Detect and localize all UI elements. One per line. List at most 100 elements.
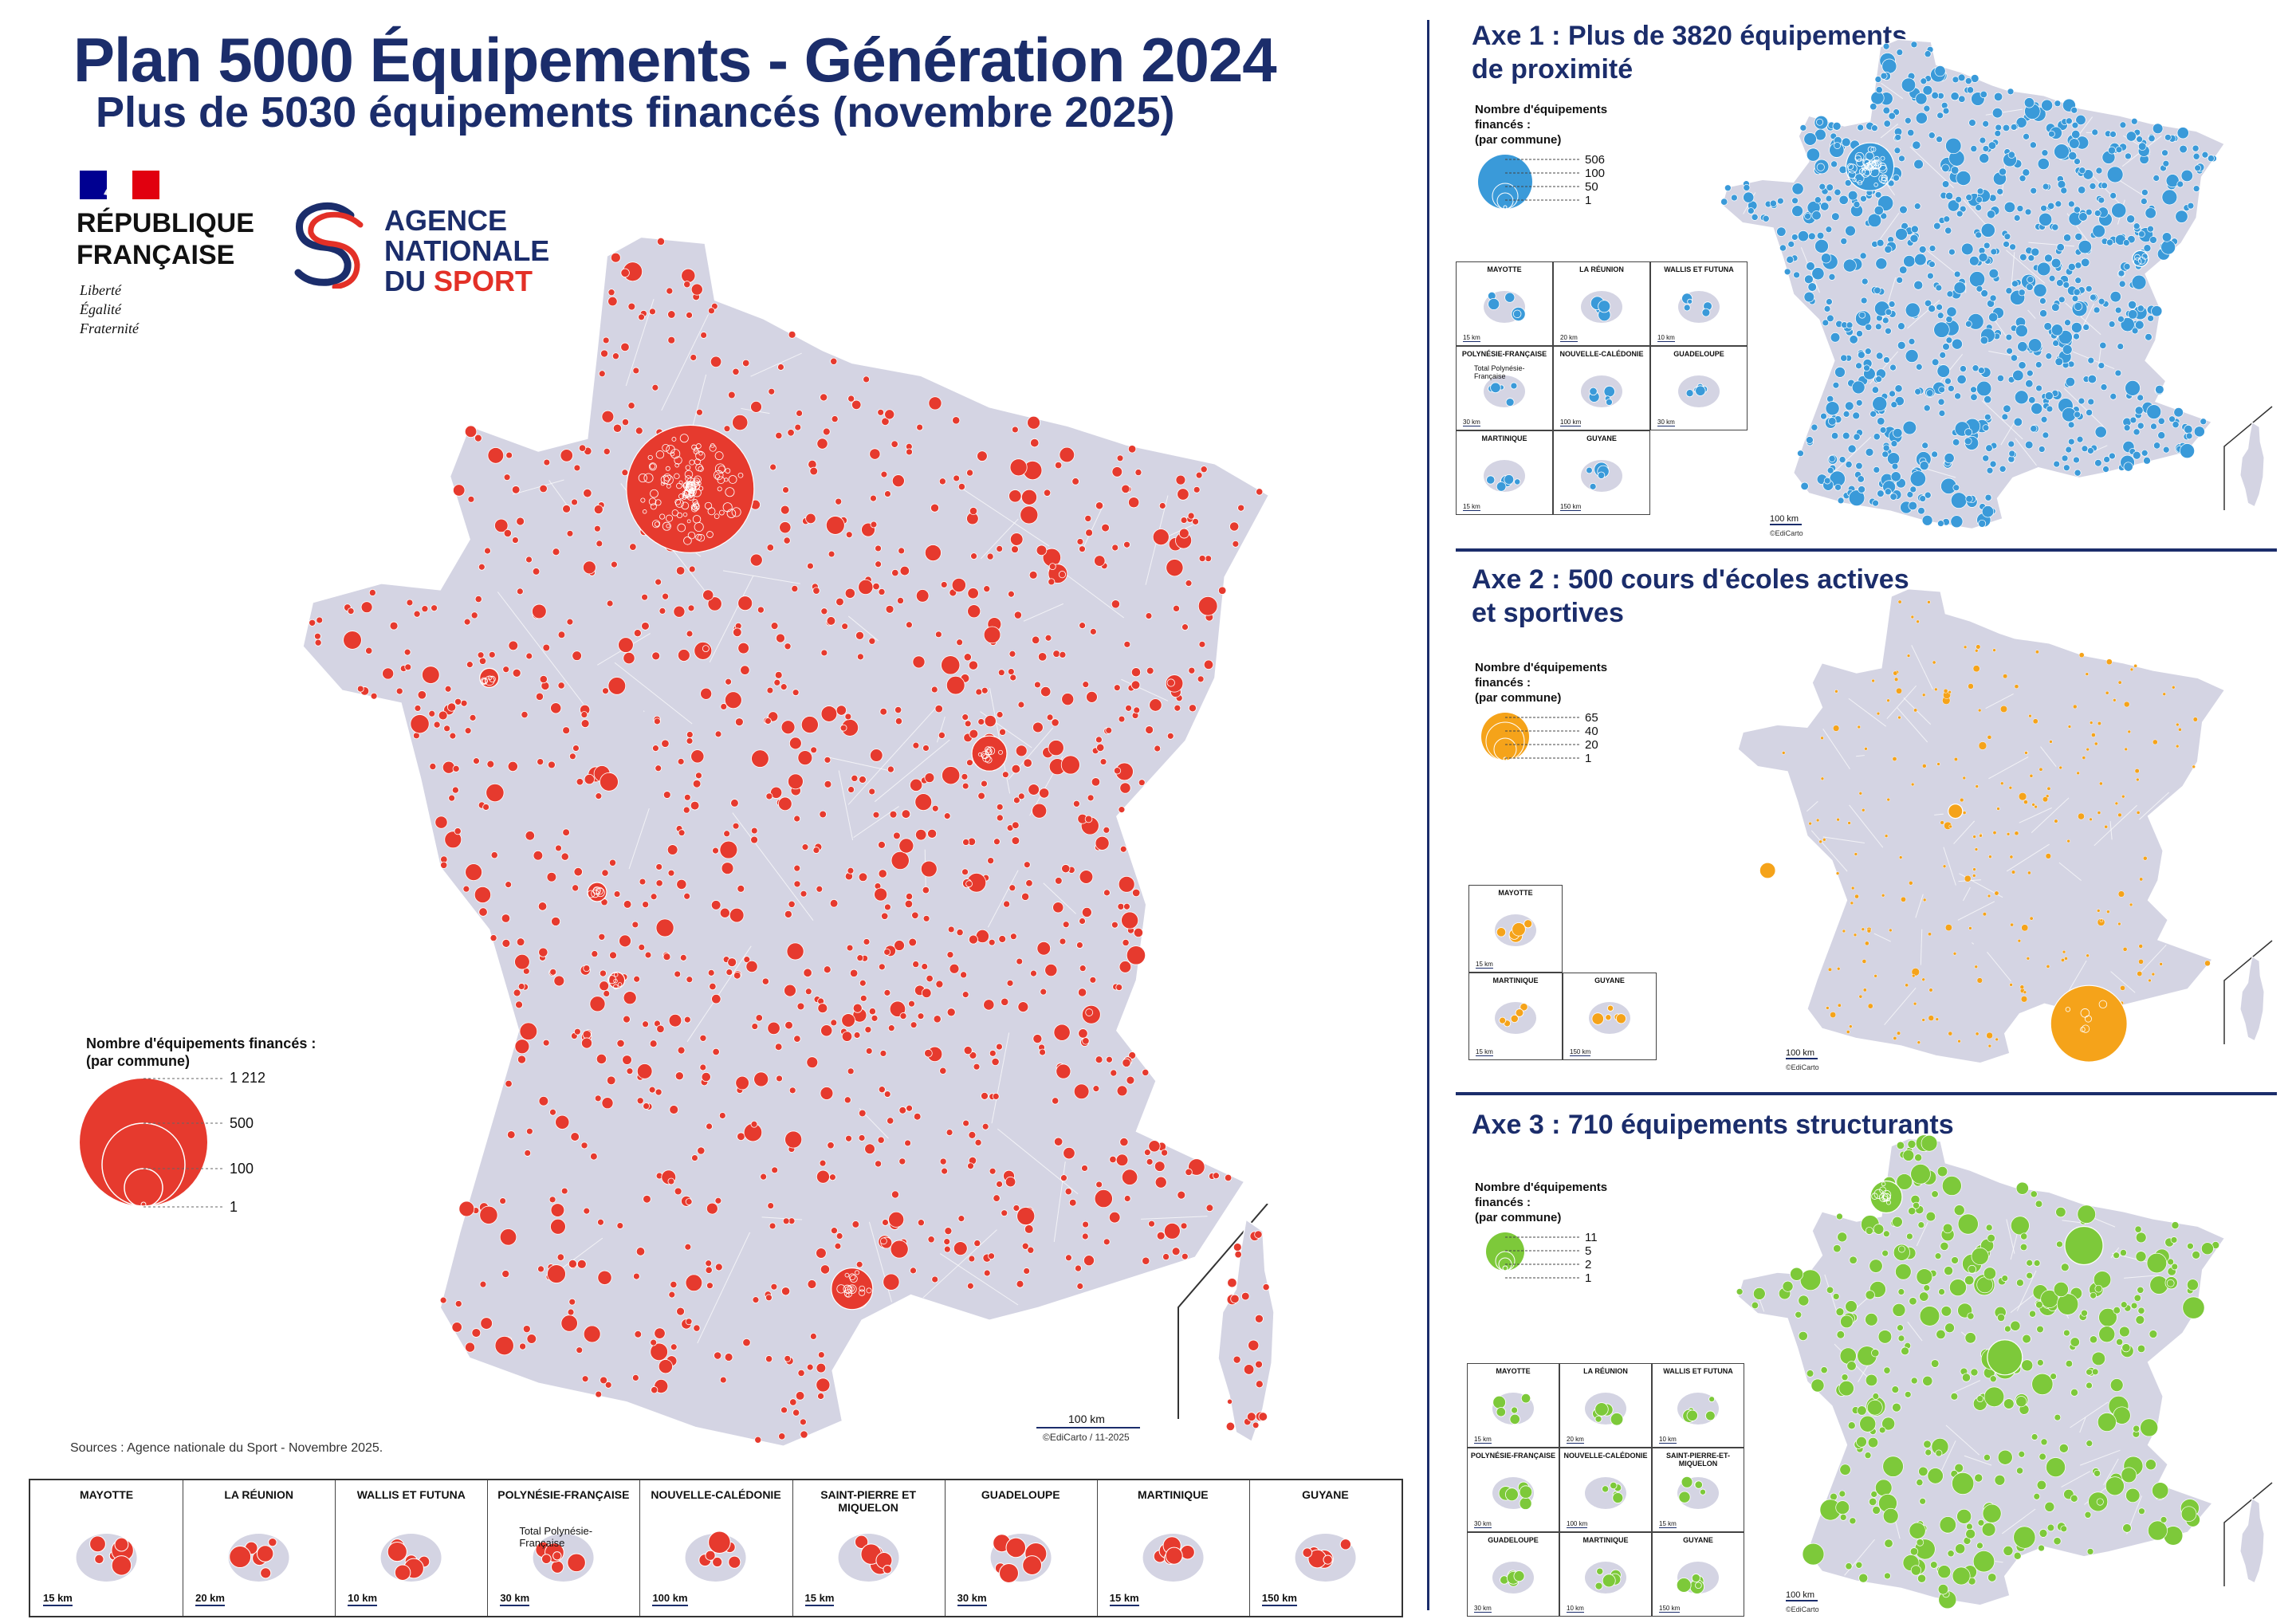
- equipment-point: [395, 687, 403, 695]
- equipment-point: [479, 1205, 498, 1224]
- equipment-point: [1979, 136, 1987, 144]
- equipment-point: [961, 782, 969, 790]
- department-boundary: [997, 1128, 1079, 1195]
- equipment-point: [1987, 1233, 1995, 1243]
- equipment-point: [2097, 1413, 2117, 1432]
- cluster-inner-ring: [1854, 155, 1862, 162]
- equipment-point: [1978, 741, 1987, 750]
- equipment-point: [2094, 741, 2098, 746]
- equipment-point: [1034, 681, 1041, 689]
- cluster-inner-ring: [985, 746, 992, 753]
- equipment-point: [890, 851, 910, 870]
- equipment-point: [1894, 134, 1902, 141]
- equipment-point: [1864, 1452, 1872, 1460]
- equipment-point: [1851, 380, 1866, 395]
- inset-scale: 150 km: [1570, 1048, 1591, 1056]
- equipment-point: [1240, 1291, 1250, 1301]
- equipment-point: [2074, 158, 2081, 165]
- overseas-map: [380, 1534, 442, 1582]
- cluster-inner-ring: [849, 1275, 858, 1283]
- equipment-point: [737, 884, 745, 893]
- equipment-point: [2124, 747, 2128, 752]
- equipment-point: [1951, 1256, 1959, 1264]
- equipment-point: [1605, 1014, 1612, 1021]
- cluster-inner-ring: [1864, 162, 1873, 171]
- equipment-point: [1981, 1522, 1996, 1537]
- equipment-point: [898, 1157, 906, 1165]
- equipment-point: [686, 976, 694, 984]
- equipment-point: [1858, 311, 1866, 319]
- equipment-point: [922, 745, 930, 752]
- equipment-point: [863, 375, 870, 383]
- inset-cell: GUYANE 150 km: [1563, 973, 1657, 1060]
- credit-label: ©EdiCarto: [1770, 529, 1803, 537]
- equipment-point: [2074, 469, 2082, 477]
- equipment-point: [965, 880, 973, 888]
- cluster-inner-ring: [1873, 155, 1880, 162]
- equipment-point: [1872, 1393, 1880, 1400]
- equipment-point: [623, 651, 635, 665]
- equipment-point: [705, 1259, 713, 1267]
- equipment-point: [2117, 269, 2125, 277]
- equipment-point: [1893, 174, 1900, 182]
- equipment-point: [841, 623, 849, 631]
- equipment-point: [2030, 187, 2038, 195]
- cluster-inner-ring: [2080, 1027, 2086, 1032]
- equipment-point: [1885, 327, 1892, 335]
- equipment-point: [417, 690, 427, 700]
- equipment-point: [1877, 489, 1885, 497]
- equipment-point: [760, 1173, 768, 1181]
- equipment-point: [641, 593, 648, 601]
- legend-value: 506: [1585, 153, 1605, 167]
- cluster-inner-ring: [655, 499, 662, 506]
- equipment-point: [2087, 398, 2095, 406]
- cluster-inner-ring: [686, 519, 691, 524]
- inset-scale: 30 km: [1463, 419, 1480, 426]
- equipment-point: [1941, 1176, 1962, 1197]
- department-boundary: [1915, 894, 1924, 918]
- equipment-point: [1496, 1407, 1506, 1417]
- cluster-inner-ring: [1862, 165, 1866, 170]
- equipment-point: [1302, 1547, 1313, 1558]
- axe1-insets-grid: MAYOTTE 15 km LA RÉUNION 20 km WALLIS ET FUT…: [1456, 261, 1751, 518]
- equipment-point: [1523, 919, 1533, 929]
- equipment-point: [626, 1067, 634, 1075]
- equipment-point: [1166, 678, 1175, 687]
- equipment-point: [2160, 239, 2176, 255]
- equipment-point: [820, 1024, 833, 1037]
- equipment-point: [602, 336, 610, 344]
- equipment-point: [2010, 354, 2019, 362]
- equipment-point: [884, 903, 891, 911]
- department-boundary: [1911, 645, 1933, 690]
- equipment-point: [1827, 967, 1833, 972]
- equipment-point: [1103, 889, 1111, 897]
- equipment-point: [749, 553, 763, 567]
- equipment-point: [596, 540, 603, 548]
- equipment-point: [1919, 1291, 1929, 1302]
- equipment-point: [2070, 1388, 2078, 1397]
- equipment-point: [532, 603, 547, 619]
- equipment-point: [1959, 205, 1967, 213]
- equipment-point: [1948, 690, 1952, 694]
- equipment-point: [572, 745, 580, 752]
- equipment-point: [2157, 431, 2166, 440]
- main-legend-title: Nombre d'équipements financés :: [86, 1035, 316, 1051]
- equipment-point: [1762, 214, 1770, 222]
- department-boundary: [2139, 792, 2169, 820]
- cluster-inner-ring: [596, 887, 605, 898]
- equipment-point: [1886, 698, 1890, 702]
- inset-map: [1589, 1002, 1630, 1034]
- equipment-point: [2137, 1286, 2145, 1294]
- equipment-point: [2058, 1443, 2069, 1453]
- equipment-point: [533, 850, 544, 861]
- equipment-point: [863, 938, 871, 945]
- cluster-inner-ring: [685, 465, 691, 470]
- equipment-point: [700, 687, 713, 700]
- department-boundary: [828, 756, 894, 772]
- equipment-point: [793, 880, 801, 888]
- equipment-point: [1803, 291, 1815, 303]
- equipment-point: [428, 709, 436, 717]
- equipment-point: [2062, 344, 2073, 355]
- equipment-point: [1152, 529, 1170, 546]
- equipment-point: [719, 907, 730, 918]
